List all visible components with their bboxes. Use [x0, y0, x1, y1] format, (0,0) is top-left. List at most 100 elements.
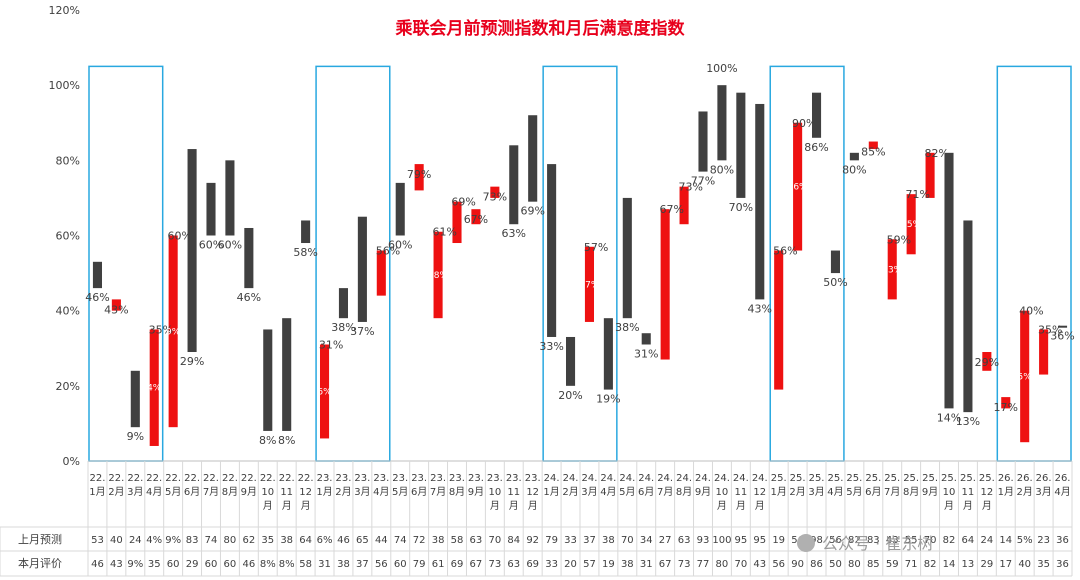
table-cell: 60: [167, 559, 180, 570]
data-label: 20%: [558, 389, 582, 402]
data-label: 56%: [773, 245, 797, 258]
bar: [301, 220, 311, 244]
data-label: 69%: [520, 205, 544, 218]
bar: [584, 246, 595, 322]
x-tick-label: 22. 6月: [184, 473, 200, 498]
x-tick-label: 24. 9月: [695, 473, 711, 498]
data-label: 73%: [483, 191, 507, 204]
y-tick-label: 60%: [56, 230, 80, 243]
table-cell: 95: [753, 535, 766, 546]
table-cell: 50: [829, 559, 842, 570]
table-cell: 43: [886, 535, 899, 546]
bar: [849, 152, 859, 161]
bar: [92, 261, 103, 289]
table-cell: 31: [640, 559, 653, 570]
x-tick-label: 24. 2月: [562, 473, 578, 498]
table-cell: 79: [545, 535, 558, 546]
data-label: 19%: [596, 393, 620, 406]
data-label: 56%: [376, 245, 400, 258]
data-label-inner: 5%: [1018, 372, 1033, 382]
bar: [130, 370, 140, 428]
data-label-inner: 9%: [166, 327, 181, 337]
bar: [395, 182, 405, 236]
table-cell: 70: [734, 559, 747, 570]
data-labels-layer: 46%43%9%35%60%29%60%60%46%8% 8%58%31%38%3…: [85, 62, 1075, 447]
data-label: 58%: [293, 246, 317, 259]
data-label: 9%: [127, 430, 144, 443]
table-cell: 58: [299, 559, 312, 570]
bars-layer: [92, 85, 1068, 446]
x-tick-label: 23. 6月: [411, 473, 427, 498]
table-cell: 44: [375, 535, 388, 546]
data-label-inner: 43%: [882, 265, 902, 275]
bar: [376, 250, 386, 296]
data-label: 17%: [994, 401, 1018, 414]
wechat-icon: [797, 534, 815, 552]
x-tick-label: 23. 3月: [354, 473, 370, 498]
table-cell: 24: [129, 535, 142, 546]
table-cell: 43: [753, 559, 766, 570]
bar: [1039, 329, 1049, 375]
table-cell: 4%: [146, 535, 162, 546]
x-tick-label: 25. 12 月: [979, 473, 995, 512]
data-label-inner: 4%: [147, 384, 162, 394]
x-tick-label: 23. 2月: [335, 473, 351, 498]
bar: [925, 152, 935, 198]
table-cell: 64: [962, 535, 975, 546]
table-cell: 5%: [1017, 535, 1033, 546]
data-label: 79%: [407, 168, 431, 181]
table-cell: 63: [507, 559, 520, 570]
x-tick-label: 23. 11 月: [506, 473, 522, 512]
table-cell: 70: [924, 535, 937, 546]
x-tick-label: 25. 2月: [789, 473, 805, 498]
data-label: 71%: [906, 188, 930, 201]
x-tick-label: 23. 8月: [449, 473, 465, 498]
watermark: 公众号 · 崔东树: [797, 534, 933, 553]
table-cell: 27: [659, 535, 672, 546]
bar: [1057, 325, 1068, 328]
table-row-header: 上月预测: [18, 533, 62, 546]
data-label: 13%: [956, 415, 980, 428]
y-tick-label: 20%: [56, 380, 80, 393]
data-label-inner: 56%: [788, 183, 808, 193]
x-tick-label: 24. 8月: [676, 473, 692, 498]
data-label: 8%: [278, 434, 295, 447]
bar: [622, 197, 632, 319]
bar: [433, 231, 443, 319]
table-cell: 29: [186, 559, 199, 570]
table-cell: 36: [1056, 559, 1069, 570]
table-cell: 17: [999, 559, 1012, 570]
bar: [868, 141, 878, 150]
data-label: 36%: [1050, 330, 1074, 343]
bar: [717, 85, 727, 161]
table-cell: 100: [712, 535, 731, 546]
x-tick-label: 26. 3月: [1035, 473, 1051, 498]
x-tick-label: 24. 12 月: [752, 473, 768, 512]
y-tick-label: 120%: [49, 4, 80, 17]
table-cell: 86: [810, 559, 823, 570]
bar: [811, 92, 822, 138]
x-tick-label: 25. 5月: [846, 473, 862, 498]
table-cell: 74: [205, 535, 218, 546]
bar: [509, 145, 519, 225]
data-label: 46%: [237, 291, 261, 304]
data-label: 80%: [710, 163, 734, 176]
table-cell: 93: [697, 535, 710, 546]
data-label: 40%: [1019, 305, 1043, 318]
bar: [565, 336, 576, 386]
bar: [641, 333, 651, 345]
table-cell: 8%: [260, 559, 276, 570]
x-tick-label: 26. 4月: [1054, 473, 1070, 498]
data-label: 8%: [259, 434, 276, 447]
bar: [944, 152, 954, 409]
table-cell: 67: [470, 559, 483, 570]
table-cell: 9%: [127, 559, 143, 570]
x-tick-label: 22. 8月: [222, 473, 238, 498]
data-label: 29%: [180, 355, 204, 368]
x-tick-label: 22. 10 月: [260, 473, 276, 512]
data-label: 31%: [634, 347, 658, 360]
bar: [755, 103, 765, 300]
data-label: 73%: [678, 181, 702, 194]
table-cell: 37: [356, 559, 369, 570]
y-tick-label: 0%: [63, 455, 80, 468]
